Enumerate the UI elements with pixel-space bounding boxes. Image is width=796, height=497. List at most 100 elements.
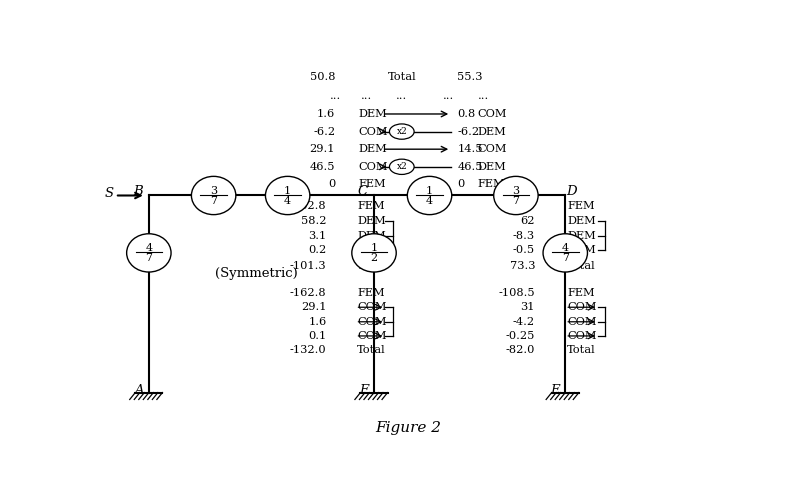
Text: -101.3: -101.3 xyxy=(290,260,326,270)
Text: -162.8: -162.8 xyxy=(290,201,326,211)
Text: DEM: DEM xyxy=(478,127,506,137)
Text: Total: Total xyxy=(357,260,386,270)
Text: ...: ... xyxy=(396,91,408,101)
Text: A: A xyxy=(135,384,144,397)
Circle shape xyxy=(389,159,414,174)
Ellipse shape xyxy=(408,176,452,215)
Text: COM: COM xyxy=(358,127,388,137)
Text: 1: 1 xyxy=(426,186,433,196)
Text: 4: 4 xyxy=(146,244,152,253)
Text: 55.3: 55.3 xyxy=(457,72,483,82)
Text: 0.1: 0.1 xyxy=(308,331,326,341)
Text: 0: 0 xyxy=(457,179,465,189)
Text: FEM: FEM xyxy=(567,288,595,298)
Text: 4: 4 xyxy=(562,244,569,253)
Text: -108.5: -108.5 xyxy=(498,201,535,211)
Text: E: E xyxy=(551,384,560,397)
Text: -8.3: -8.3 xyxy=(513,231,535,241)
Text: x2: x2 xyxy=(396,127,408,136)
Text: -82.0: -82.0 xyxy=(505,345,535,355)
Text: COM: COM xyxy=(357,331,387,341)
Text: ...: ... xyxy=(330,91,341,101)
Text: ...: ... xyxy=(361,91,372,101)
Ellipse shape xyxy=(191,176,236,215)
Text: 50.8: 50.8 xyxy=(310,72,335,82)
Text: COM: COM xyxy=(357,302,387,312)
Text: 62: 62 xyxy=(521,216,535,226)
Text: DEM: DEM xyxy=(358,144,388,154)
Text: 0: 0 xyxy=(328,179,335,189)
Text: Figure 2: Figure 2 xyxy=(375,421,441,435)
Text: Total: Total xyxy=(357,345,386,355)
Text: S: S xyxy=(105,187,114,200)
Text: DEM: DEM xyxy=(357,231,386,241)
Text: 46.5: 46.5 xyxy=(457,162,483,172)
Ellipse shape xyxy=(265,176,310,215)
Text: -6.2: -6.2 xyxy=(313,127,335,137)
Text: (Symmetric): (Symmetric) xyxy=(216,267,298,280)
Text: B: B xyxy=(133,185,142,198)
Text: 29.1: 29.1 xyxy=(310,144,335,154)
Text: DEM: DEM xyxy=(567,231,596,241)
Text: FEM: FEM xyxy=(567,201,595,211)
Text: COM: COM xyxy=(358,162,388,172)
Text: DEM: DEM xyxy=(478,162,506,172)
Text: -4.2: -4.2 xyxy=(513,317,535,327)
Text: 58.2: 58.2 xyxy=(301,216,326,226)
Ellipse shape xyxy=(127,234,171,272)
Text: 1: 1 xyxy=(284,186,291,196)
Text: 29.1: 29.1 xyxy=(301,302,326,312)
Text: -0.25: -0.25 xyxy=(505,331,535,341)
Text: D: D xyxy=(566,185,577,198)
Text: 0.8: 0.8 xyxy=(457,109,475,119)
Text: FEM: FEM xyxy=(358,179,386,189)
Text: DEM: DEM xyxy=(358,109,388,119)
Text: F: F xyxy=(360,384,369,397)
Text: 46.5: 46.5 xyxy=(310,162,335,172)
Text: COM: COM xyxy=(478,109,507,119)
Text: 2: 2 xyxy=(370,253,377,263)
Ellipse shape xyxy=(543,234,587,272)
Text: 7: 7 xyxy=(562,253,569,263)
Ellipse shape xyxy=(352,234,396,272)
Text: 73.3: 73.3 xyxy=(509,260,535,270)
Text: FEM: FEM xyxy=(478,179,505,189)
Text: 3: 3 xyxy=(210,186,217,196)
Text: 1.6: 1.6 xyxy=(317,109,335,119)
Text: DEM: DEM xyxy=(567,245,596,255)
Text: 7: 7 xyxy=(210,196,217,206)
Text: x2: x2 xyxy=(396,163,408,171)
Text: COM: COM xyxy=(567,302,597,312)
Text: -0.5: -0.5 xyxy=(513,245,535,255)
Text: FEM: FEM xyxy=(357,288,385,298)
Text: 4: 4 xyxy=(426,196,433,206)
Text: 14.5: 14.5 xyxy=(457,144,483,154)
Text: -132.0: -132.0 xyxy=(290,345,326,355)
Text: 0.2: 0.2 xyxy=(308,245,326,255)
Text: -108.5: -108.5 xyxy=(498,288,535,298)
Text: DEM: DEM xyxy=(357,245,386,255)
Text: Total: Total xyxy=(567,260,595,270)
Circle shape xyxy=(389,124,414,139)
Text: 1: 1 xyxy=(370,244,377,253)
Text: Total: Total xyxy=(567,345,595,355)
Text: DEM: DEM xyxy=(357,216,386,226)
Text: COM: COM xyxy=(357,317,387,327)
Text: 4: 4 xyxy=(284,196,291,206)
Text: 3.1: 3.1 xyxy=(308,231,326,241)
Text: 31: 31 xyxy=(521,302,535,312)
Text: Total: Total xyxy=(388,72,416,82)
Text: FEM: FEM xyxy=(357,201,385,211)
Text: COM: COM xyxy=(478,144,507,154)
Text: ...: ... xyxy=(478,91,490,101)
Text: COM: COM xyxy=(567,331,597,341)
Text: 7: 7 xyxy=(146,253,152,263)
Text: -6.2: -6.2 xyxy=(457,127,479,137)
Text: DEM: DEM xyxy=(567,216,596,226)
Ellipse shape xyxy=(494,176,538,215)
Text: ...: ... xyxy=(443,91,454,101)
Text: C: C xyxy=(358,185,368,198)
Text: 1.6: 1.6 xyxy=(308,317,326,327)
Text: -162.8: -162.8 xyxy=(290,288,326,298)
Text: COM: COM xyxy=(567,317,597,327)
